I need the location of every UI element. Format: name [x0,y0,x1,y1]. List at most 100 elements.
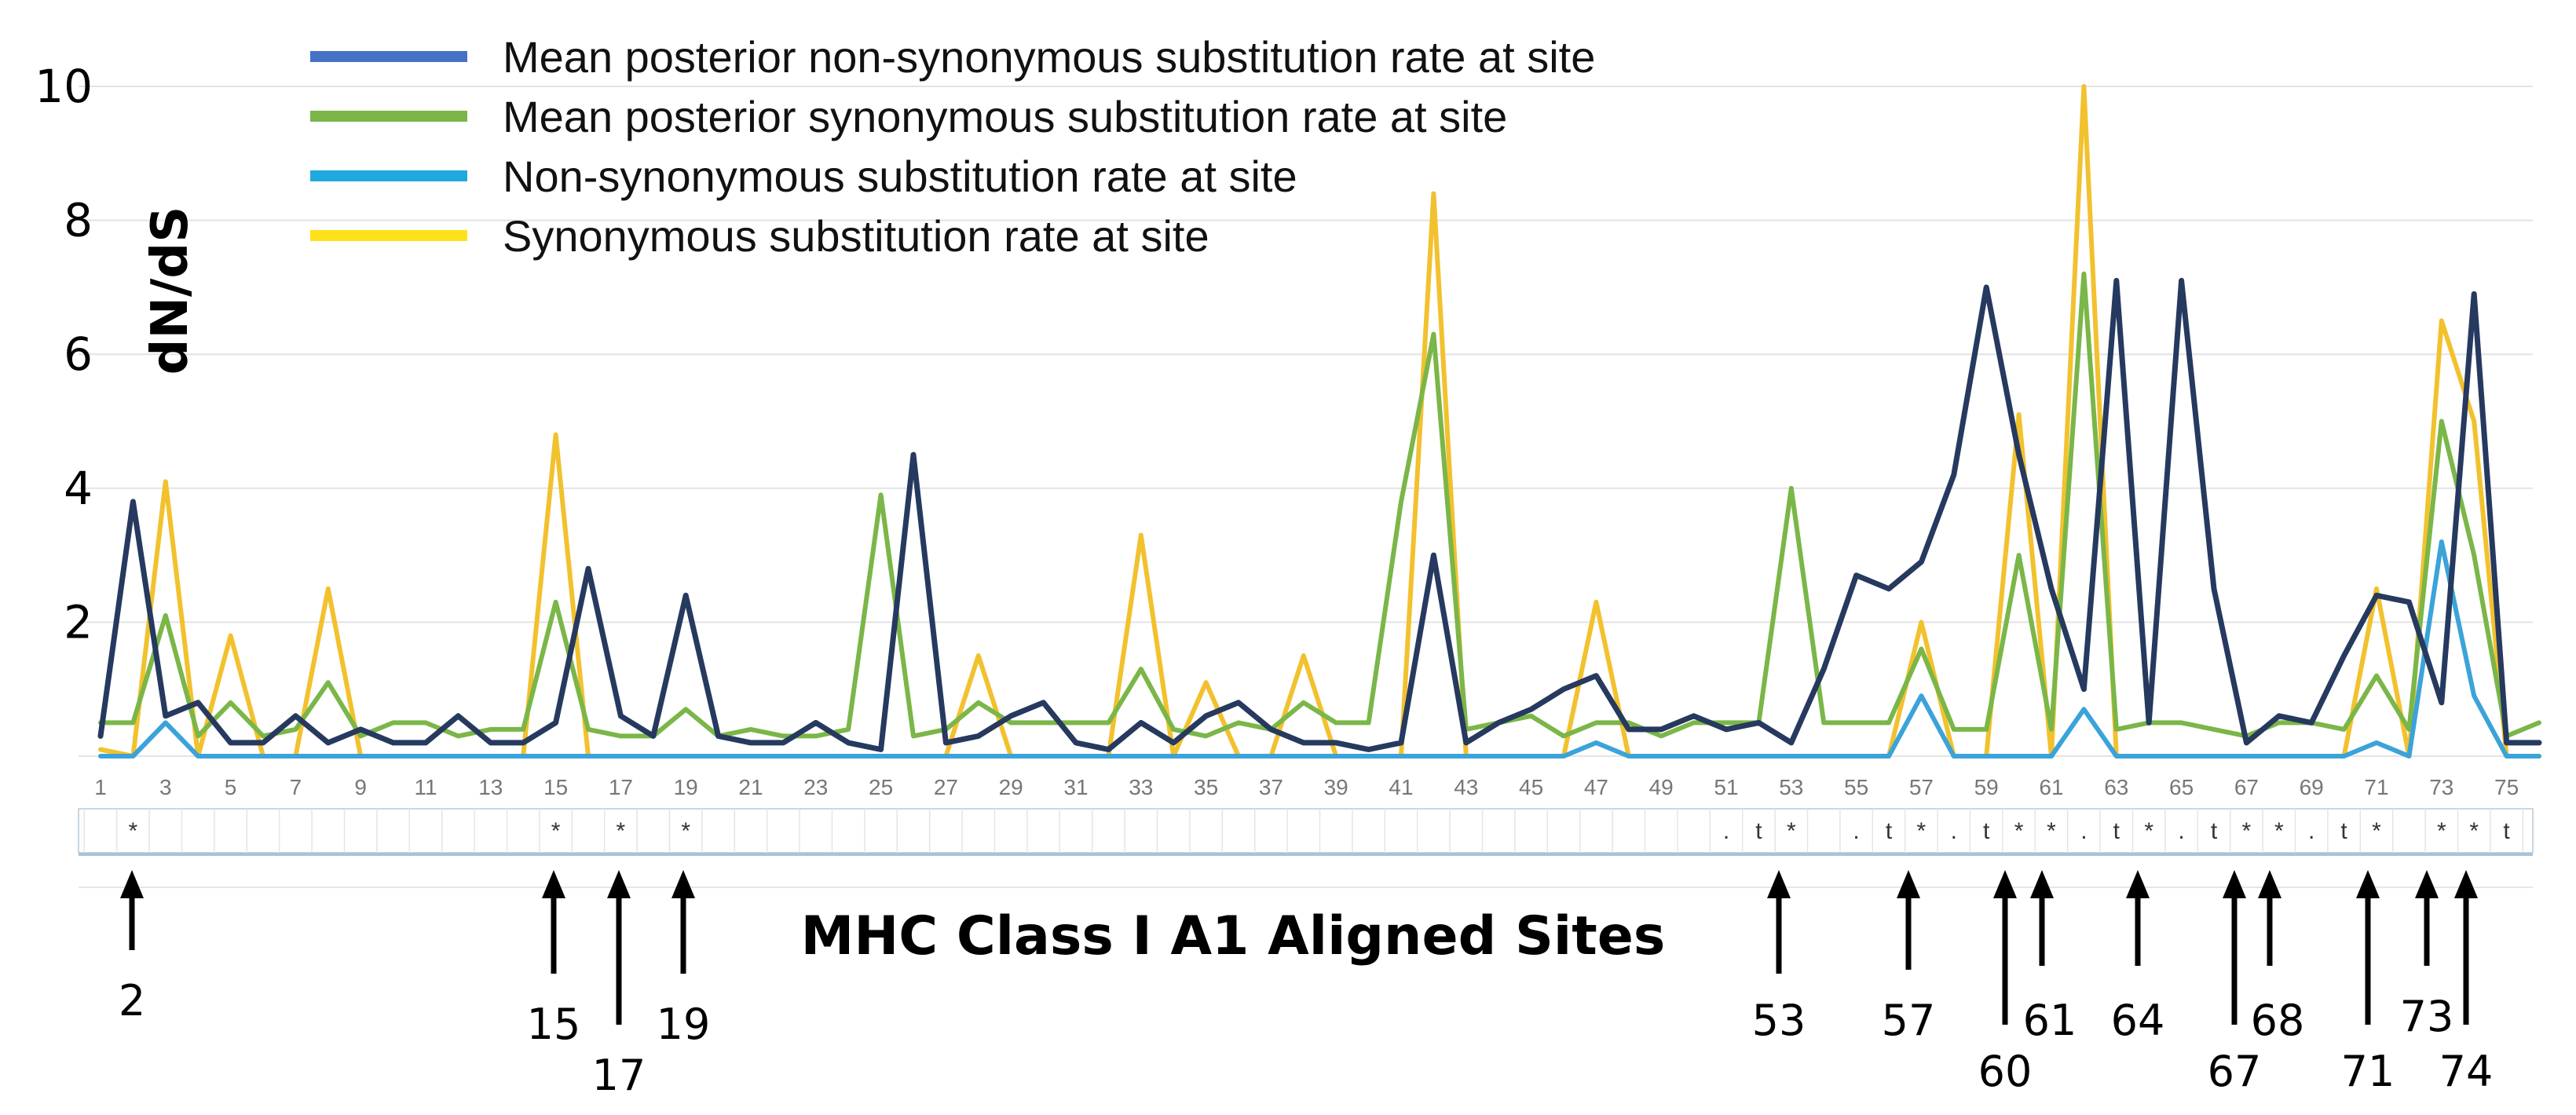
x-tick-label: 11 [414,775,437,799]
x-tick-label: 39 [1324,775,1348,799]
arrow-site-label: 61 [2023,996,2077,1045]
x-tick-label: 49 [1649,775,1674,799]
x-tick-label: 75 [2494,775,2519,799]
arrow-site-label: 67 [2208,1047,2262,1096]
legend-label: Synonymous substitution rate at site [503,211,1209,261]
x-tick-label: 17 [609,775,633,799]
x-tick-label: 55 [1844,775,1868,799]
legend-label: Mean posterior synonymous substitution r… [503,92,1507,141]
series-line [98,539,2541,759]
x-tick-label: 51 [1714,775,1738,799]
site-marker-band: * * * *. t *. t *. t * *. t *. t * *. t * * * t [78,808,2534,888]
site-marker: * [2274,818,2284,844]
y-tick-label: 4 [64,462,93,515]
site-marker: . [2308,818,2314,844]
x-tick-label: 5 [225,775,237,799]
arrow-site-label: 17 [592,1051,646,1100]
x-tick-label: 1 [94,775,107,799]
site-marker: * [129,818,138,844]
arrow-head [1767,870,1791,898]
site-marker: * [2372,818,2381,844]
site-marker: * [2047,818,2056,844]
x-tick-label: 57 [1909,775,1934,799]
arrow-site-label: 60 [1978,1047,2033,1096]
site-marker: t [2503,818,2510,844]
x-tick-label: 31 [1063,775,1088,799]
x-tick-label: 13 [478,775,503,799]
arrow-site-label: 57 [1882,996,1936,1045]
series-lines [97,84,2542,759]
x-tick-label: 73 [2429,775,2453,799]
arrow-head [2454,870,2478,898]
x-axis-ticks: 1 3 5 7 9 11 13 15 17 19 21 23 25 27 29 31 33 35 37 39 41 43 4… [94,775,2519,799]
arrow-site-label: 68 [2251,996,2305,1045]
series-line [97,277,2542,752]
series-line [98,271,2541,739]
y-tick-label: 6 [64,327,93,381]
site-marker: * [617,818,626,844]
site-marker: t [1983,818,1990,844]
x-tick-label: 63 [2104,775,2128,799]
x-tick-label: 67 [2234,775,2259,799]
site-marker: t [2340,818,2347,844]
arrow-head [2223,870,2246,898]
x-tick-label: 69 [2300,775,2324,799]
arrow-head [607,870,631,898]
x-tick-label: 7 [290,775,302,799]
y-axis-title: dN/dS [141,207,199,375]
x-tick-label: 47 [1584,775,1608,799]
site-marker: t [1755,818,1762,844]
arrow-site-label: 15 [527,1000,581,1049]
x-tick-label: 23 [803,775,828,799]
arrow-head [1897,870,1920,898]
arrow-head [1993,870,2017,898]
arrow-site-label: 19 [657,1000,711,1049]
legend-label: Non-synonymous substitution rate at site [503,152,1297,201]
arrow-site-label: 71 [2341,1047,2395,1096]
site-marker: * [681,818,690,844]
arrow-site-label: 74 [2439,1047,2494,1096]
x-tick-label: 71 [2364,775,2388,799]
x-tick-label: 65 [2169,775,2194,799]
x-tick-label: 43 [1454,775,1478,799]
site-marker: * [1917,818,1927,844]
arrow-head [2126,870,2150,898]
x-tick-label: 21 [738,775,763,799]
arrow-site-label: 53 [1752,996,1806,1045]
x-tick-label: 41 [1389,775,1413,799]
site-marker: * [551,818,561,844]
arrow-head [2415,870,2439,898]
site-marker: * [1787,818,1796,844]
site-marker: t [2211,818,2218,844]
arrow-site-label: 64 [2111,996,2165,1045]
x-tick-label: 3 [159,775,172,799]
legend-label: Mean posterior non-synonymous substituti… [503,32,1595,82]
x-tick-label: 9 [354,775,367,799]
site-marker: . [1723,818,1729,844]
x-tick-label: 33 [1129,775,1153,799]
x-tick-label: 27 [934,775,958,799]
x-tick-label: 53 [1779,775,1803,799]
arrow-site-label: 2 [119,976,145,1025]
arrow-head [2356,870,2380,898]
x-axis-title: MHC Class I A1 Aligned Sites [801,905,1666,967]
y-axis-ticks: 2 4 6 8 10 [35,60,93,649]
site-marker: t [2113,818,2120,844]
x-tick-label: 61 [2039,775,2063,799]
site-marker: * [2437,818,2446,844]
x-tick-label: 37 [1259,775,1283,799]
site-marker: t [1886,818,1893,844]
site-marker: . [1853,818,1859,844]
x-tick-label: 19 [674,775,698,799]
site-marker: * [2014,818,2024,844]
arrow-head [2030,870,2054,898]
x-tick-label: 15 [543,775,568,799]
arrow-head [2258,870,2281,898]
legend: Mean posterior non-synonymous substituti… [310,32,1595,261]
x-tick-label: 59 [1974,775,1999,799]
arrow-head [671,870,695,898]
arrow-head [120,870,144,898]
y-tick-label: 2 [64,595,93,649]
site-marker: . [2080,818,2087,844]
